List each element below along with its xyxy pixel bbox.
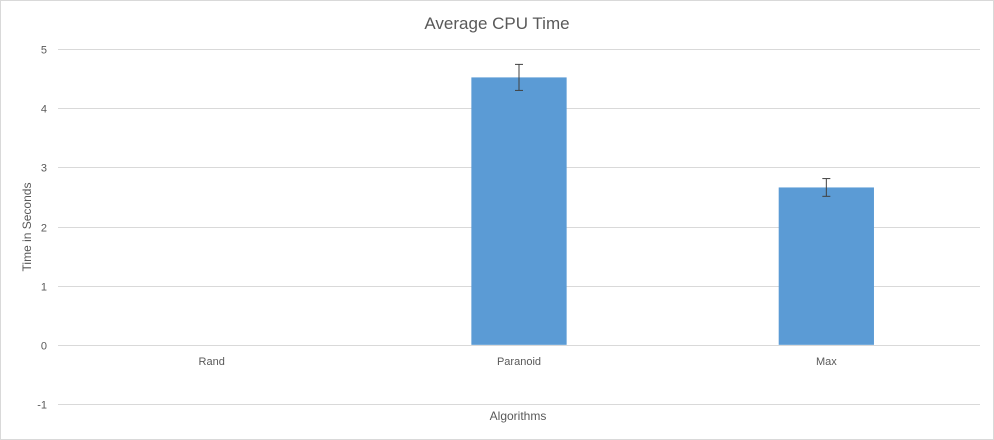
x-tick-label-rand: Rand [199, 356, 225, 368]
y-tick-label: 3 [41, 163, 47, 175]
y-tick-label: 5 [41, 45, 47, 57]
y-tick-label: 2 [41, 223, 47, 235]
y-axis-label: Time in Seconds [20, 183, 34, 272]
bars [471, 77, 874, 345]
x-tick-label-max: Max [816, 356, 837, 368]
error-bar-paranoid [515, 63, 523, 91]
error-bar-max [822, 178, 831, 197]
x-axis-label: Algorithms [490, 409, 547, 423]
y-tick-label: -1 [37, 400, 47, 412]
y-tick-label: 1 [41, 282, 47, 294]
bar-paranoid [471, 77, 567, 345]
error-bars [515, 63, 831, 197]
y-tick-label: 0 [41, 341, 47, 353]
bar-max [778, 187, 874, 345]
y-tick-labels: -1 0 1 2 3 4 5 [37, 45, 47, 412]
y-tick-label: 4 [41, 104, 47, 116]
chart-title: Average CPU Time [424, 14, 569, 33]
x-tick-label-paranoid: Paranoid [497, 356, 541, 368]
x-tick-labels: Rand Paranoid Max [199, 356, 838, 368]
